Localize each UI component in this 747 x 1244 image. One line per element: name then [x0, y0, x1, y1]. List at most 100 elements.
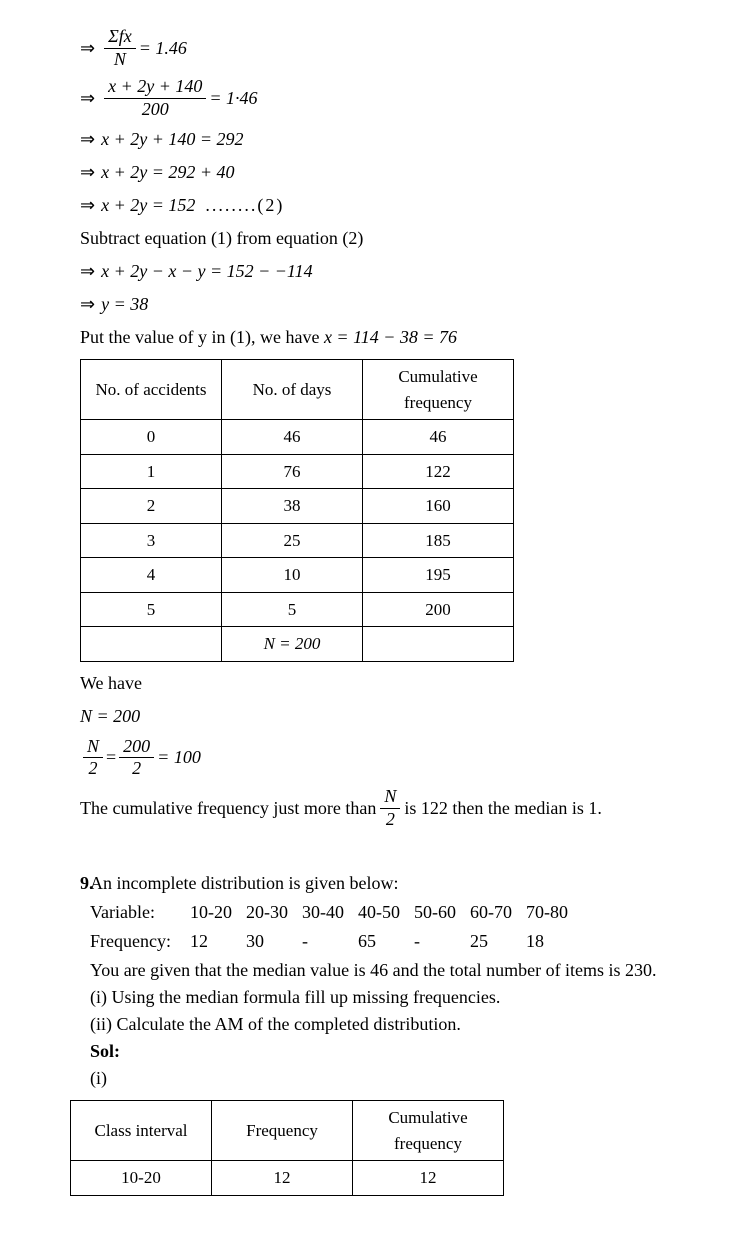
table-cell: 185: [363, 523, 514, 558]
conclusion-text-a: The cumulative frequency just more than: [80, 795, 376, 822]
table-row: 04646: [81, 420, 514, 455]
fraction-denominator: 200: [138, 99, 173, 121]
variable-value: 50-60: [414, 899, 470, 926]
table-cell: 10-20: [71, 1161, 212, 1196]
equation-body: x + 2y + 140 = 292: [101, 126, 243, 153]
fraction-numerator: Σfx: [104, 26, 136, 49]
n-equals: N = 200: [80, 703, 707, 730]
frequency-value: -: [302, 928, 358, 955]
table-cell: 12: [212, 1161, 353, 1196]
fraction-denominator: 2: [382, 809, 399, 831]
question-9: 9. An incomplete distribution is given b…: [60, 870, 707, 1196]
conclusion-line: The cumulative frequency just more than …: [80, 786, 707, 830]
variable-value: 10-20: [190, 899, 246, 926]
table-header-row: No. of accidents No. of days Cumulative …: [81, 360, 514, 420]
equation-body: x + 2y = 152: [101, 192, 195, 219]
frequency-label: Frequency:: [90, 928, 190, 955]
table-header: Cumulative frequency: [363, 360, 514, 420]
equation-rhs: = 100: [157, 744, 201, 771]
table-cell: 46: [222, 420, 363, 455]
q9-part-i: (i): [90, 1065, 707, 1092]
variable-label: Variable:: [90, 899, 190, 926]
variable-value: 40-50: [358, 899, 414, 926]
table-row: 238160: [81, 489, 514, 524]
class-interval-table: Class interval Frequency Cumulative freq…: [70, 1100, 504, 1196]
table-header: Cumulative frequency: [353, 1101, 504, 1161]
table-cell: 3: [81, 523, 222, 558]
table-row: N = 200: [81, 627, 514, 662]
table-row: 410195: [81, 558, 514, 593]
conclusion-text-b: is 122 then the median is 1.: [404, 795, 601, 822]
equation-tag: ........(2): [205, 192, 284, 219]
table-cell: 200: [363, 592, 514, 627]
table-cell: 46: [363, 420, 514, 455]
frequency-value: 30: [246, 928, 302, 955]
table-cell: 195: [363, 558, 514, 593]
frequency-value: 25: [470, 928, 526, 955]
table-cell: 160: [363, 489, 514, 524]
table-row: 176122: [81, 454, 514, 489]
equation-line-2: ⇒ x + 2y + 140 200 = 1·46: [80, 76, 707, 120]
we-have-text: We have: [80, 670, 707, 697]
put-value-line: Put the value of y in (1), we have x = 1…: [80, 324, 707, 351]
table-row: 55200: [81, 592, 514, 627]
fraction-numerator: N: [380, 786, 400, 809]
variable-value: 70-80: [526, 899, 582, 926]
fraction-numerator: N: [83, 736, 103, 759]
table-cell: 76: [222, 454, 363, 489]
table-cell: 38: [222, 489, 363, 524]
equation-rhs: = 1.46: [139, 35, 187, 62]
equation-line-7: ⇒ y = 38: [80, 291, 707, 318]
table-cell: 5: [81, 592, 222, 627]
variable-value: 20-30: [246, 899, 302, 926]
q9-given: You are given that the median value is 4…: [90, 957, 707, 984]
frequency-value: 65: [358, 928, 414, 955]
table-row: 325185: [81, 523, 514, 558]
table-cell: 4: [81, 558, 222, 593]
equation-body: x + 2y − x − y = 152 − −114: [101, 258, 313, 285]
table-cell: 10: [222, 558, 363, 593]
table-cell: N = 200: [222, 627, 363, 662]
equation-line-1: ⇒ Σfx N = 1.46: [80, 26, 707, 70]
variable-value: 30-40: [302, 899, 358, 926]
n-over-2-line: N 2 = 200 2 = 100: [80, 736, 707, 780]
equation-line-5: ⇒ x + 2y = 152 ........(2): [80, 192, 707, 219]
table-header: Frequency: [212, 1101, 353, 1161]
table-cell: [363, 627, 514, 662]
table-header: No. of accidents: [81, 360, 222, 420]
put-value-math: x = 114 − 38 = 76: [324, 327, 457, 347]
table-cell: 0: [81, 420, 222, 455]
equation-line-4: ⇒ x + 2y = 292 + 40: [80, 159, 707, 186]
table-header: Class interval: [71, 1101, 212, 1161]
subtract-instruction: Subtract equation (1) from equation (2): [80, 225, 707, 252]
equation-line-6: ⇒ x + 2y − x − y = 152 − −114: [80, 258, 707, 285]
table-cell: 1: [81, 454, 222, 489]
frequency-value: 18: [526, 928, 582, 955]
table-cell: 12: [353, 1161, 504, 1196]
q9-intro: An incomplete distribution is given belo…: [90, 870, 707, 897]
table-cell: 122: [363, 454, 514, 489]
fraction-denominator: N: [110, 49, 130, 71]
table-cell: 2: [81, 489, 222, 524]
q9-part1: (i) Using the median formula fill up mis…: [90, 984, 707, 1011]
q9-part2: (ii) Calculate the AM of the completed d…: [90, 1011, 707, 1038]
table-header: No. of days: [222, 360, 363, 420]
table-cell: 25: [222, 523, 363, 558]
frequency-value: 12: [190, 928, 246, 955]
table-row: 10-201212: [71, 1161, 504, 1196]
variable-row: Variable: 10-2020-3030-4040-5050-6060-70…: [90, 899, 707, 926]
table-header-row: Class interval Frequency Cumulative freq…: [71, 1101, 504, 1161]
equation-rhs: = 1·46: [209, 85, 257, 112]
fraction-numerator: 200: [119, 736, 154, 759]
fraction-numerator: x + 2y + 140: [104, 76, 206, 99]
put-value-text: Put the value of y in (1), we have: [80, 327, 324, 347]
table-cell: 5: [222, 592, 363, 627]
frequency-value: -: [414, 928, 470, 955]
fraction-denominator: 2: [128, 758, 145, 780]
question-number: 9.: [80, 870, 94, 897]
table-cell: [81, 627, 222, 662]
variable-value: 60-70: [470, 899, 526, 926]
equation-body: y = 38: [101, 291, 148, 318]
equation-line-3: ⇒ x + 2y + 140 = 292: [80, 126, 707, 153]
solution-label: Sol:: [90, 1038, 707, 1065]
